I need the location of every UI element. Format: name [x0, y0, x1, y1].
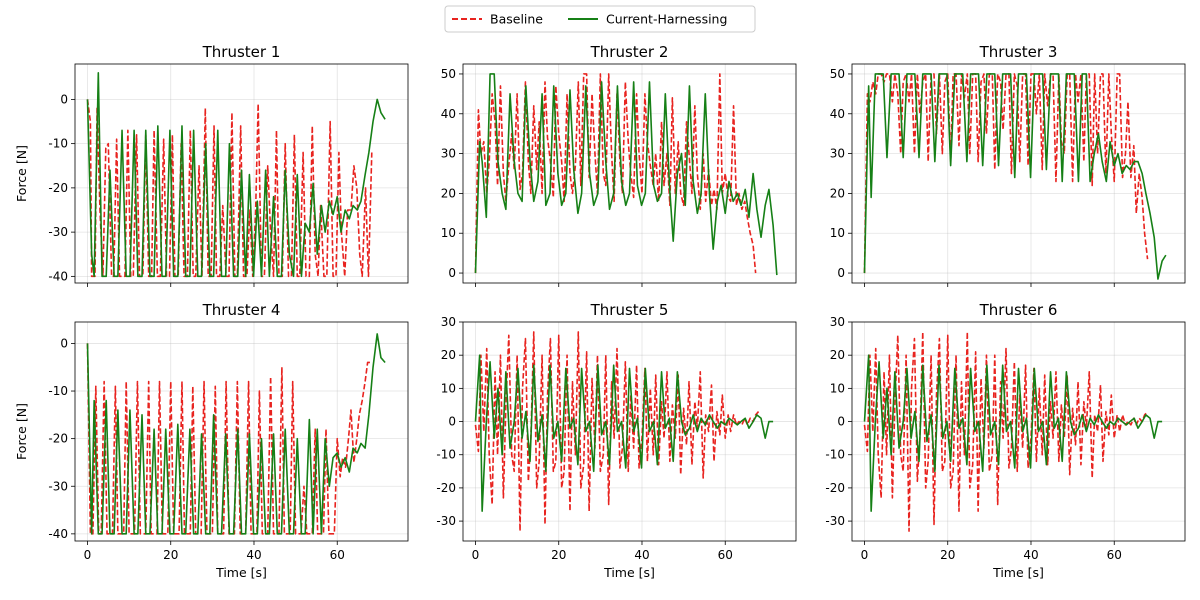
subplot-title: Thruster 5: [590, 301, 669, 319]
series-line-current-harnessing: [863, 354, 1163, 512]
y-axis-label: Force [N]: [14, 403, 29, 460]
axes-frame: [851, 321, 1186, 542]
y-tick-label: -10: [48, 384, 68, 398]
x-axis-label: Time [s]: [603, 565, 655, 580]
y-tick-label: 0: [837, 266, 845, 280]
y-tick-label: 20: [830, 348, 845, 362]
subplot-title: Thruster 2: [590, 43, 669, 61]
y-tick-label: -30: [48, 479, 68, 493]
y-tick-label: 0: [60, 92, 68, 106]
y-tick-label: 10: [830, 381, 845, 395]
y-tick-label: -20: [825, 481, 845, 495]
series-line-current-harnessing: [474, 354, 774, 512]
x-tick-label: 20: [551, 548, 566, 562]
y-tick-label: -10: [436, 448, 456, 462]
y-tick-label: 50: [830, 67, 845, 81]
x-tick-label: 40: [634, 548, 649, 562]
series-line-current-harnessing: [86, 72, 386, 278]
axes-frame: [74, 63, 409, 284]
subplot-2: 0 10 20 30 40 50 Thruster 2: [441, 43, 797, 287]
y-tick-label: -20: [48, 432, 68, 446]
subplot-6: 30 20 10 0 -10 -20 -30 0 20 40 60 Thruster 6 Time [s…: [825, 301, 1186, 580]
y-tick-label: -30: [436, 514, 456, 528]
x-tick-label: 0: [472, 548, 480, 562]
y-tick-label: 50: [441, 67, 456, 81]
series-line-baseline: [474, 331, 760, 532]
y-tick-label: -20: [48, 181, 68, 195]
y-tick-label: -30: [825, 514, 845, 528]
x-tick-label: 0: [861, 548, 869, 562]
x-tick-label: 40: [1023, 548, 1038, 562]
legend: Baseline Current-Harnessing: [444, 5, 756, 33]
y-tick-label: 0: [837, 415, 845, 429]
subplot-title: Thruster 4: [202, 301, 281, 319]
subplot-4: 0 -10 -20 -30 -40 0 20 40 60 Thruster 4 Force [N] T…: [14, 301, 409, 580]
y-tick-label: 10: [830, 226, 845, 240]
y-axis-label: Force [N]: [14, 145, 29, 202]
x-tick-label: 60: [1107, 548, 1122, 562]
axes-frame: [74, 321, 409, 542]
subplot-5: 30 20 10 0 -10 -20 -30 0 20 40 60 Thruster 5 Time [s…: [436, 301, 797, 580]
x-tick-label: 60: [330, 548, 345, 562]
y-tick-label: 0: [448, 415, 456, 429]
x-tick-label: 0: [84, 548, 92, 562]
y-tick-label: 10: [441, 226, 456, 240]
y-tick-label: 0: [60, 336, 68, 350]
y-tick-label: 30: [830, 147, 845, 161]
y-tick-label: 0: [448, 266, 456, 280]
x-axis-label: Time [s]: [215, 565, 267, 580]
subplot-title: Thruster 6: [979, 301, 1058, 319]
plot-area: [852, 64, 1185, 283]
y-tick-label: -40: [48, 269, 68, 283]
axes-frame: [462, 321, 797, 542]
x-tick-label: 40: [246, 548, 261, 562]
subplot-title: Thruster 3: [979, 43, 1058, 61]
series-line-baseline: [863, 331, 1149, 532]
y-tick-label: -10: [825, 448, 845, 462]
y-tick-label: 40: [830, 107, 845, 121]
x-tick-label: 20: [163, 548, 178, 562]
y-tick-label: -40: [48, 527, 68, 541]
y-tick-label: 10: [441, 381, 456, 395]
legend-baseline-label: Baseline: [490, 12, 543, 27]
y-tick-label: 20: [830, 186, 845, 200]
y-tick-label: 30: [441, 147, 456, 161]
y-tick-label: -30: [48, 225, 68, 239]
series-line-current-harnessing: [863, 73, 1167, 280]
y-tick-label: 20: [441, 348, 456, 362]
axes-frame: [851, 63, 1186, 284]
y-tick-label: 40: [441, 107, 456, 121]
y-tick-label: 30: [830, 315, 845, 329]
legend-current-harnessing-label: Current-Harnessing: [606, 12, 727, 27]
y-tick-label: -10: [48, 137, 68, 151]
subplot-grid: 0 -10 -20 -30 -40 Thruster 1 Force [N] 0 10 20 30 4…: [14, 43, 1186, 580]
subplot-3: 0 10 20 30 40 50 Thruster 3: [830, 43, 1186, 287]
subplot-title: Thruster 1: [202, 43, 281, 61]
x-tick-label: 20: [940, 548, 955, 562]
series-line-current-harnessing: [474, 73, 778, 276]
series-line-baseline: [86, 99, 373, 278]
axes-frame: [462, 63, 797, 284]
y-tick-label: 20: [441, 186, 456, 200]
x-axis-label: Time [s]: [992, 565, 1044, 580]
subplot-1: 0 -10 -20 -30 -40 Thruster 1 Force [N]: [14, 43, 409, 287]
y-tick-label: -20: [436, 481, 456, 495]
series-line-current-harnessing: [86, 333, 386, 535]
legend-frame: [444, 5, 756, 33]
x-tick-label: 60: [718, 548, 733, 562]
y-tick-label: 30: [441, 315, 456, 329]
